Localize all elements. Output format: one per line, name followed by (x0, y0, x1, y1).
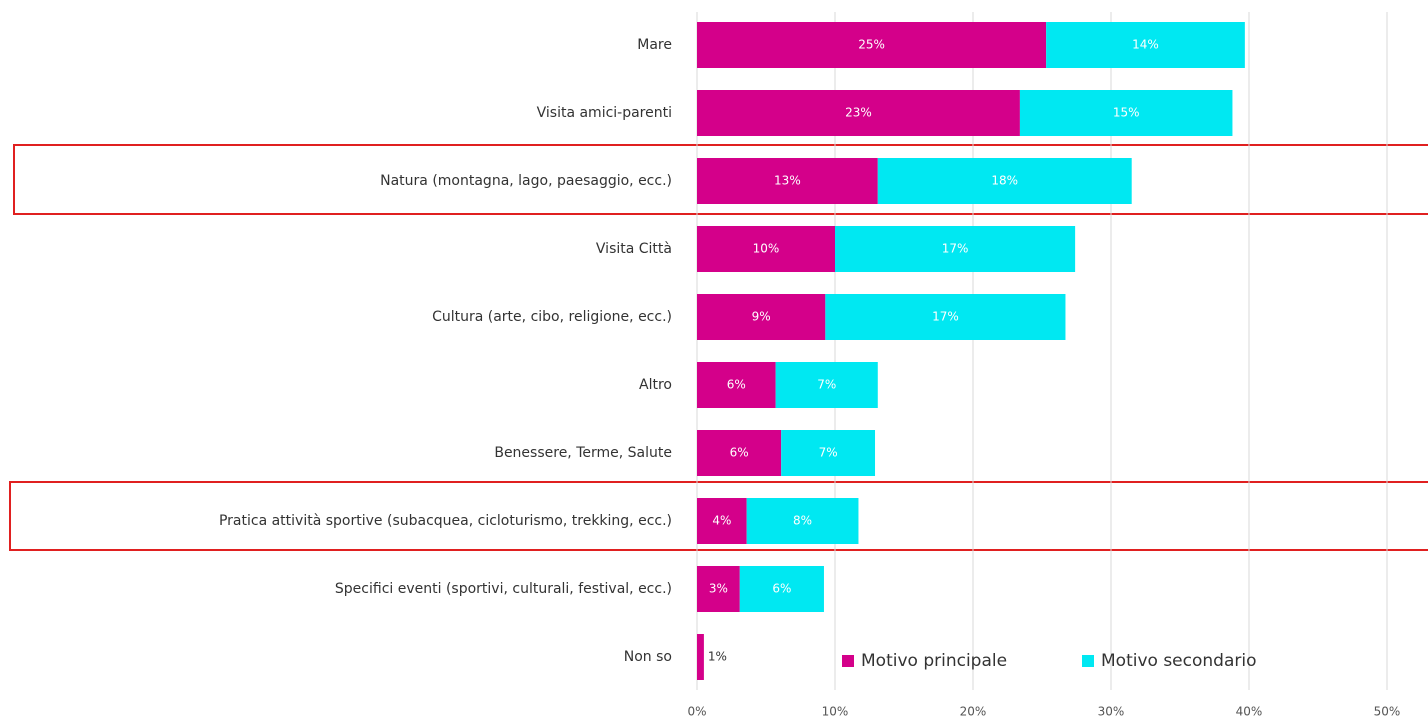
x-tick-label: 40% (1236, 705, 1263, 719)
value-label: 23% (845, 106, 872, 120)
value-label: 6% (727, 378, 746, 392)
category-label: Natura (montagna, lago, paesaggio, ecc.) (380, 173, 672, 189)
value-label: 17% (932, 310, 959, 324)
category-label: Visita Città (596, 241, 672, 257)
value-label: 8% (793, 514, 812, 528)
value-label: 13% (774, 174, 801, 188)
value-label: 7% (817, 378, 836, 392)
value-label: 15% (1113, 106, 1140, 120)
value-label: 14% (1132, 38, 1159, 52)
legend-label: Motivo secondario (1101, 651, 1256, 671)
highlight-box (13, 144, 1428, 215)
legend-swatch (1082, 655, 1094, 667)
highlight-box (9, 481, 1428, 551)
value-label: 18% (991, 174, 1018, 188)
value-label: 17% (942, 242, 969, 256)
bar-segment (697, 362, 776, 408)
value-label: 9% (752, 310, 771, 324)
bar-segment (697, 226, 835, 272)
x-tick-label: 30% (1098, 705, 1125, 719)
value-label: 10% (753, 242, 780, 256)
category-label: Mare (637, 37, 672, 53)
bar-segment (825, 294, 1066, 340)
bar-segment (739, 566, 824, 612)
bar-segment (697, 158, 878, 204)
bar-segment (1019, 90, 1233, 136)
bar-segment (775, 362, 878, 408)
bar-segment (697, 430, 782, 476)
category-label: Cultura (arte, cibo, religione, ecc.) (432, 309, 672, 325)
category-label: Non so (624, 649, 672, 665)
bar-segment (697, 634, 704, 680)
bar-segment (697, 498, 747, 544)
x-tick-label: 50% (1374, 705, 1401, 719)
bar-segment (697, 566, 740, 612)
value-label: 6% (772, 582, 791, 596)
x-tick-label: 20% (960, 705, 987, 719)
bar-segment (697, 90, 1020, 136)
legend-swatch (842, 655, 854, 667)
value-label: 7% (819, 446, 838, 460)
x-tick-label: 0% (687, 705, 706, 719)
bar-segment (835, 226, 1076, 272)
value-label: 6% (730, 446, 749, 460)
category-label: Benessere, Terme, Salute (494, 445, 672, 461)
bar-segment (697, 22, 1047, 68)
category-label: Visita amici-parenti (537, 105, 672, 121)
value-label: 1% (708, 650, 727, 664)
category-label: Specifici eventi (sportivi, culturali, f… (335, 581, 672, 597)
bar-segment (697, 294, 826, 340)
bar-segment (746, 498, 859, 544)
legend-label: Motivo principale (861, 651, 1007, 671)
x-tick-label: 10% (822, 705, 849, 719)
category-label: Pratica attività sportive (subacquea, ci… (219, 513, 672, 529)
value-label: 25% (858, 38, 885, 52)
bar-segment (1046, 22, 1245, 68)
value-label: 3% (709, 582, 728, 596)
category-label: Altro (639, 377, 672, 393)
value-label: 4% (712, 514, 731, 528)
bar-segment (877, 158, 1132, 204)
bar-segment (781, 430, 876, 476)
